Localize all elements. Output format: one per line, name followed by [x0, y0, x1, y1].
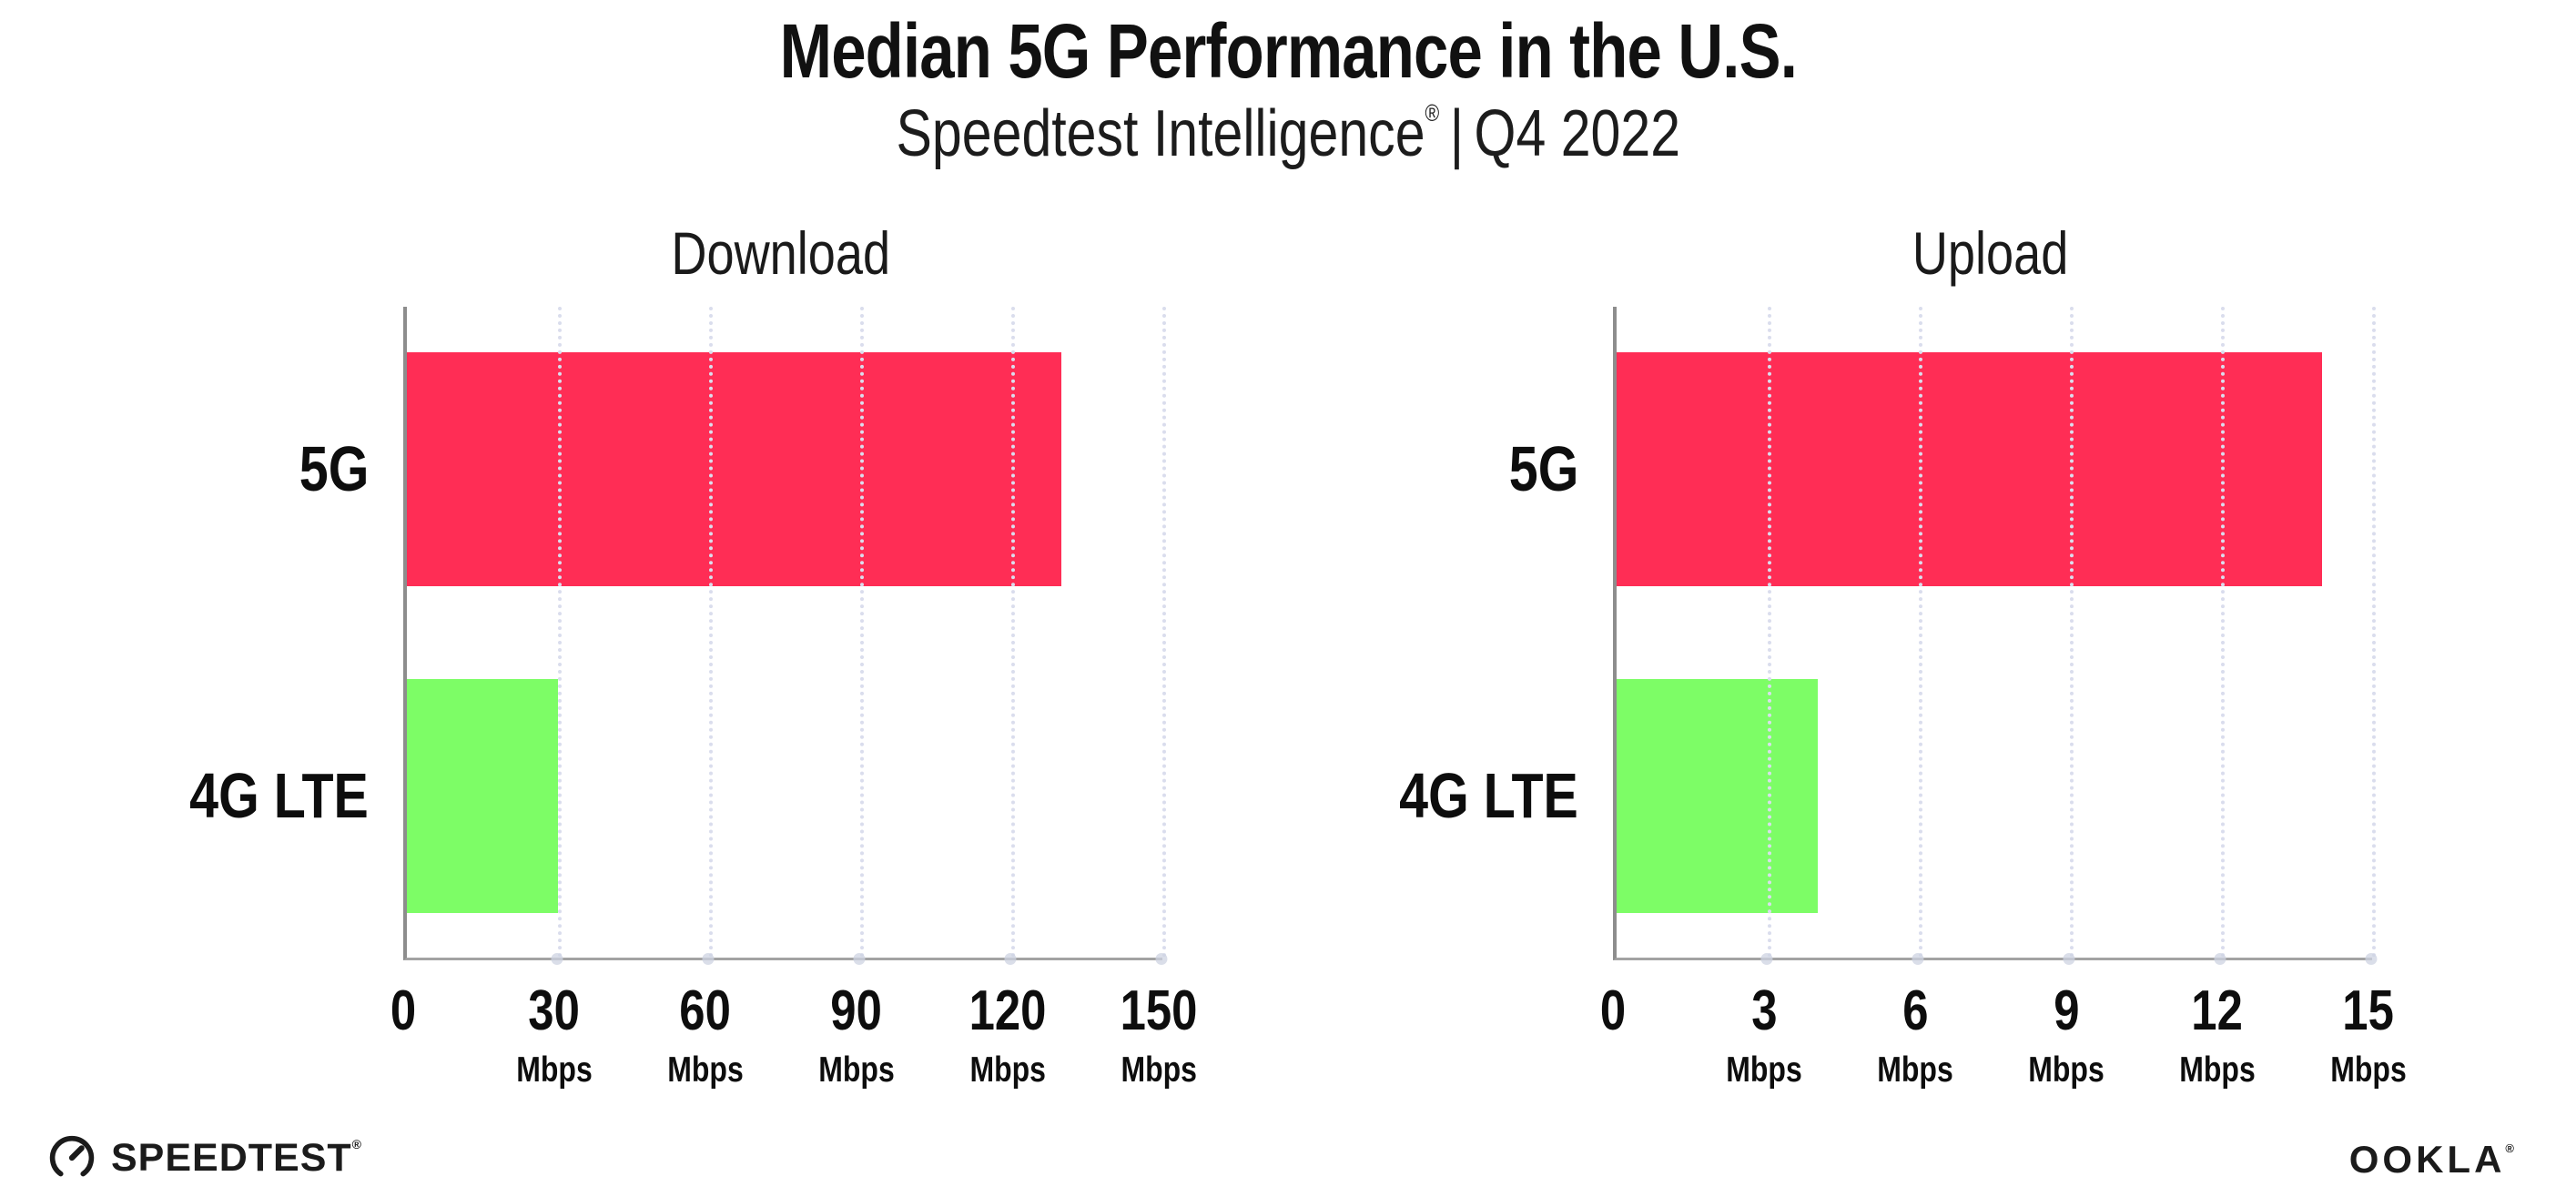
- x-tick-value: 9: [2053, 979, 2080, 1042]
- x-tick-unit: Mbps: [818, 1050, 895, 1090]
- gridline: [1011, 307, 1015, 958]
- category-label-4g-lte: 4G LTE: [1399, 760, 1578, 831]
- chart-upload: Upload 5G 4G LTE 0 3 Mbps 6 Mbps 9 Mbps 12 Mbps 1…: [1301, 218, 2448, 1138]
- x-tick-unit: Mbps: [2028, 1050, 2104, 1090]
- x-axis-ticks: 0 3 Mbps 6 Mbps 9 Mbps 12 Mbps 15 Mbps: [1600, 983, 2407, 1138]
- x-tick: 3 Mbps: [1718, 983, 1810, 1089]
- x-tick-value: 0: [1599, 979, 1627, 1042]
- plot-area: [1613, 307, 2378, 965]
- registered-mark-icon: ®: [1425, 99, 1439, 127]
- x-tick-unit: Mbps: [1726, 1050, 1802, 1090]
- axis-dot: [702, 953, 715, 965]
- x-tick-unit: Mbps: [516, 1050, 593, 1090]
- gridline: [2070, 307, 2074, 958]
- gridline: [1919, 307, 1922, 958]
- axis-dot: [2214, 953, 2226, 965]
- x-tick: 9 Mbps: [2020, 983, 2113, 1089]
- axis-dot: [1004, 953, 1017, 965]
- x-axis-ticks: 0 30 Mbps 60 Mbps 90 Mbps 120 Mbps 150 Mbps: [390, 983, 1198, 1138]
- gridline: [1162, 307, 1166, 958]
- plot-area: [403, 307, 1168, 965]
- category-label-5g: 5G: [1508, 433, 1578, 504]
- axis-dot: [2063, 953, 2075, 965]
- registered-mark-icon: ®: [2505, 1141, 2514, 1155]
- axis-dot: [1760, 953, 1773, 965]
- x-tick: 0: [1597, 983, 1628, 1040]
- x-tick: 120 Mbps: [960, 983, 1054, 1089]
- x-tick-value: 90: [830, 979, 883, 1042]
- subtitle-brand: Speedtest Intelligence: [896, 97, 1425, 171]
- ookla-wordmark: OOKLA: [2348, 1138, 2506, 1181]
- subtitle-period: Q4 2022: [1474, 97, 1680, 171]
- chart-title: Download: [671, 219, 891, 287]
- x-tick-value: 150: [1120, 979, 1198, 1042]
- x-tick-unit: Mbps: [667, 1050, 744, 1090]
- gridline: [709, 307, 713, 958]
- bar-4g-lte: [1617, 679, 1819, 913]
- x-tick: 60 Mbps: [659, 983, 752, 1089]
- x-tick-value: 3: [1750, 979, 1778, 1042]
- speedtest-logo: SPEEDTEST®: [47, 1133, 361, 1182]
- category-label-5g: 5G: [299, 433, 369, 504]
- axis-dot: [2365, 953, 2378, 965]
- x-tick-unit: Mbps: [2179, 1050, 2256, 1090]
- x-tick-unit: Mbps: [1121, 1050, 1197, 1090]
- axis-dot: [1912, 953, 1924, 965]
- x-tick: 12 Mbps: [2171, 983, 2264, 1089]
- x-tick: 15 Mbps: [2322, 983, 2415, 1089]
- x-tick-unit: Mbps: [1877, 1050, 1953, 1090]
- header: Median 5G Performance in the U.S. Speedt…: [0, 11, 2576, 169]
- gridline: [558, 307, 562, 958]
- x-tick: 6 Mbps: [1869, 983, 1962, 1089]
- axis-dot: [853, 953, 866, 965]
- chart-download: Download 5G 4G LTE 0 30 Mbps 60 Mbps 90 Mbps 12…: [91, 218, 1238, 1138]
- page-title: Median 5G Performance in the U.S.: [779, 8, 1797, 94]
- x-tick: 150 Mbps: [1111, 983, 1205, 1089]
- gridline: [2372, 307, 2376, 958]
- x-tick-value: 120: [969, 979, 1047, 1042]
- category-label-4g-lte: 4G LTE: [189, 760, 369, 831]
- axis-dot: [1155, 953, 1168, 965]
- gridline: [1768, 307, 1771, 958]
- gridline: [860, 307, 864, 958]
- bar-5g: [1617, 352, 2322, 586]
- page-subtitle: Speedtest Intelligence® | Q4 2022: [896, 97, 1680, 171]
- x-tick-value: 0: [390, 979, 417, 1042]
- x-tick: 0: [388, 983, 419, 1040]
- x-tick-unit: Mbps: [2330, 1050, 2407, 1090]
- x-tick-value: 6: [1902, 979, 1929, 1042]
- x-tick-unit: Mbps: [969, 1050, 1046, 1090]
- x-tick: 90 Mbps: [810, 983, 903, 1089]
- axis-dot: [551, 953, 563, 965]
- speedtest-gauge-icon: [49, 1135, 95, 1177]
- ookla-logo: OOKLA®: [2349, 1141, 2514, 1179]
- speedtest-wordmark: SPEEDTEST: [111, 1136, 352, 1180]
- x-tick-value: 12: [2191, 979, 2244, 1042]
- x-tick: 30 Mbps: [508, 983, 601, 1089]
- x-tick-value: 30: [528, 979, 581, 1042]
- registered-mark-icon: ®: [351, 1137, 361, 1151]
- subtitle-separator: |: [1449, 97, 1464, 171]
- chart-title: Upload: [1912, 219, 2069, 287]
- x-tick-value: 15: [2342, 979, 2395, 1042]
- bar-4g-lte: [407, 679, 558, 913]
- gridline: [2221, 307, 2225, 958]
- bar-5g: [407, 352, 1062, 586]
- x-tick-value: 60: [679, 979, 732, 1042]
